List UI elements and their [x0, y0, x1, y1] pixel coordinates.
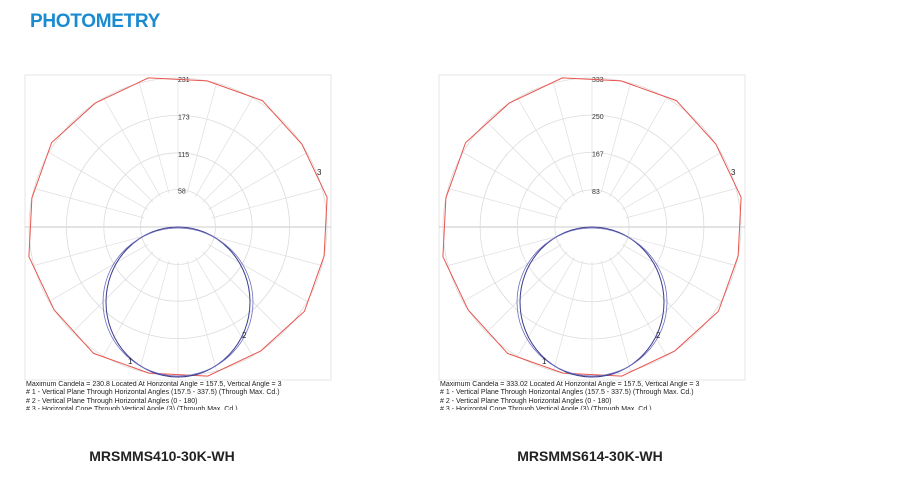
plot-frame: [438, 74, 746, 381]
spoke: [33, 235, 145, 266]
note-line: # 3 - Horizontal Cone Through Vertical A…: [440, 405, 652, 410]
spoke: [103, 97, 161, 197]
ring-label: 250: [592, 114, 604, 121]
ring-label: 83: [592, 189, 600, 196]
ring: [479, 114, 705, 340]
note-line: Maximum Candela = 230.8 Located At Horiz…: [26, 381, 282, 388]
curve-label: 1: [128, 357, 133, 366]
spoke: [208, 152, 308, 210]
ring: [103, 152, 253, 302]
ring-label: 58: [178, 189, 186, 196]
spoke: [462, 244, 562, 302]
note-line: # 3 - Horizontal Cone Through Vertical A…: [26, 405, 238, 410]
note-line: # 1 - Vertical Plane Through Horizontal …: [440, 389, 694, 397]
spoke: [48, 152, 148, 210]
spoke: [486, 121, 568, 203]
curve-label: 3: [317, 168, 322, 177]
ring: [66, 115, 290, 339]
plane-curve: [519, 226, 665, 378]
spoke: [616, 121, 698, 203]
spoke: [600, 260, 631, 372]
spoke: [553, 260, 584, 372]
ring: [516, 151, 668, 303]
ring: [554, 189, 630, 265]
ring-label: 167: [592, 151, 604, 158]
spoke: [553, 82, 584, 194]
spoke: [622, 244, 722, 302]
spoke: [139, 82, 170, 194]
spoke: [211, 235, 323, 266]
product-name: MRSMMS614-30K-WH: [517, 448, 663, 464]
spoke: [600, 82, 631, 194]
ring-label: 173: [178, 114, 190, 121]
notes: Maximum Candela = 230.8 Located At Horiz…: [26, 381, 346, 410]
plane-curve: [516, 227, 668, 377]
section-title: PHOTOMETRY: [30, 11, 161, 32]
spoke: [186, 260, 217, 372]
curve-label: 2: [656, 331, 661, 340]
ring-label: 333: [592, 77, 604, 84]
spoke: [447, 188, 559, 219]
spoke: [616, 251, 698, 333]
curve-label: 3: [731, 168, 736, 177]
spoke: [486, 251, 568, 333]
plot-frame: [24, 74, 332, 381]
cone-curve: [28, 77, 328, 377]
spoke: [517, 97, 575, 197]
ring-label: 115: [178, 152, 189, 159]
plane-curve: [102, 227, 254, 377]
note-line: Maximum Candela = 333.02 Located At Hori…: [440, 381, 700, 388]
spoke: [186, 82, 217, 194]
curve-label: 2: [242, 331, 247, 340]
cone-curve: [442, 77, 742, 377]
spoke: [447, 235, 559, 266]
spoke: [609, 97, 667, 197]
spoke: [72, 251, 154, 333]
note-line: # 1 - Vertical Plane Through Horizontal …: [26, 389, 280, 397]
spoke: [202, 121, 284, 203]
product-name: MRSMMS410-30K-WH: [89, 448, 235, 464]
spoke: [462, 152, 562, 210]
note-line: # 2 - Vertical Plane Through Horizontal …: [26, 397, 198, 405]
plane-curve: [105, 226, 251, 378]
spoke: [139, 260, 170, 372]
notes: Maximum Candela = 333.02 Located At Hori…: [440, 381, 760, 410]
spoke: [625, 188, 737, 219]
ring: [140, 189, 216, 265]
spoke: [33, 188, 145, 219]
spoke: [625, 235, 737, 266]
ring-label: 231: [178, 77, 190, 84]
spoke: [195, 97, 253, 197]
note-line: # 2 - Vertical Plane Through Horizontal …: [440, 397, 612, 405]
spoke: [202, 251, 284, 333]
curve-label: 1: [542, 357, 547, 366]
spoke: [211, 188, 323, 219]
spoke: [208, 244, 308, 302]
spoke: [48, 244, 148, 302]
spoke: [72, 121, 154, 203]
spoke: [622, 152, 722, 210]
